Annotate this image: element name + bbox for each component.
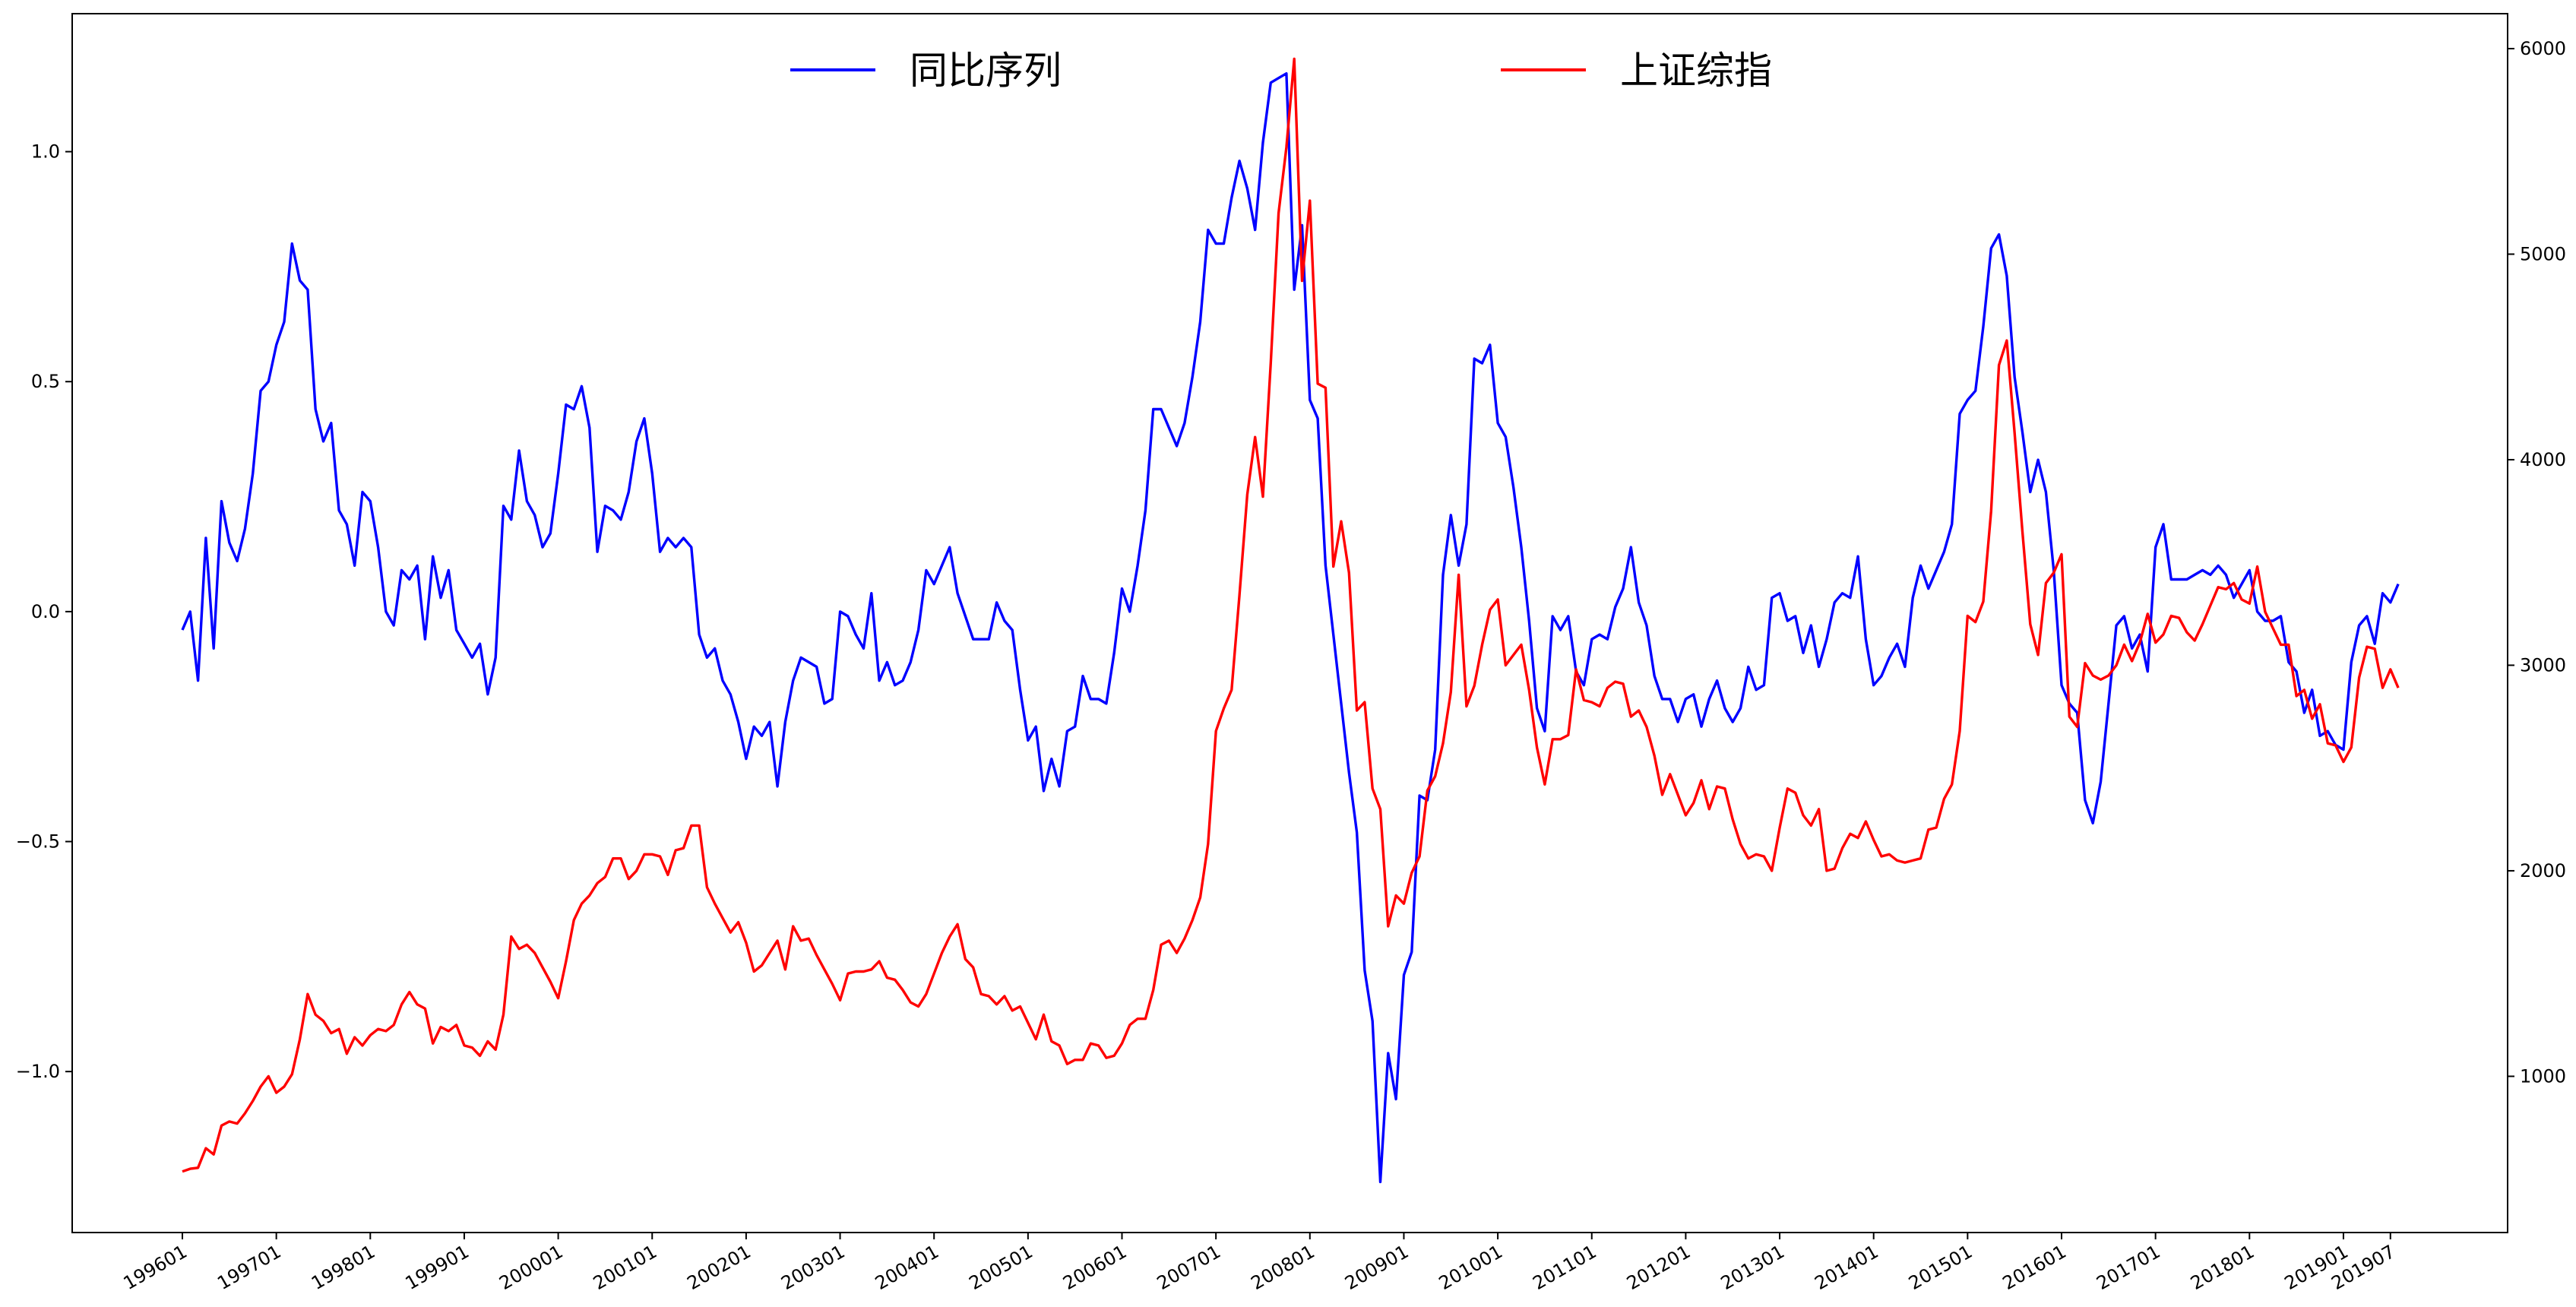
series-layer (181, 57, 2400, 1184)
left-tick-label: 0.0 (31, 601, 60, 622)
x-tick-label: 199901 (402, 1241, 473, 1294)
x-tick-label: 200501 (966, 1241, 1036, 1294)
x-tick-label: 200301 (777, 1241, 848, 1294)
x-tick-label: 200801 (1247, 1241, 1318, 1294)
x-tick-label: 201401 (1811, 1241, 1881, 1294)
left-tick-label: −0.5 (16, 831, 60, 853)
right-tick-label: 3000 (2520, 654, 2566, 676)
x-tick-label: 200401 (872, 1241, 942, 1294)
x-tick-label: 201101 (1529, 1241, 1600, 1294)
legend: 同比序列 上证综指 (790, 49, 1772, 93)
series-line-2 (182, 57, 2400, 1173)
left-tick-label: 1.0 (31, 141, 60, 163)
x-tick-label: 200001 (495, 1241, 566, 1294)
x-tick-label: 201201 (1623, 1241, 1694, 1294)
left-tick-label: −1.0 (16, 1061, 60, 1082)
right-tick-label: 6000 (2520, 38, 2566, 59)
x-tick-label: 199801 (308, 1241, 378, 1294)
x-tick-label: 200901 (1341, 1241, 1412, 1294)
x-tick-label: 201601 (1999, 1241, 2070, 1294)
x-tick-label: 201501 (1905, 1241, 1976, 1294)
left-y-axis: 1.0 0.5 0.0 −0.5 −1.0 (16, 141, 72, 1082)
right-tick-label: 5000 (2520, 243, 2566, 264)
legend-label-1: 同比序列 (910, 49, 1062, 93)
x-tick-label: 201701 (2093, 1241, 2163, 1294)
x-tick-label: 201001 (1435, 1241, 1506, 1294)
series-line-1 (181, 72, 2400, 1184)
x-axis: 199601 199701 199801 199901 200001 200101 2002… (120, 1233, 2399, 1294)
x-tick-label: 199701 (214, 1241, 284, 1294)
right-tick-label: 2000 (2520, 860, 2566, 881)
right-tick-label: 4000 (2520, 449, 2566, 470)
legend-label-2: 上证综指 (1620, 49, 1772, 93)
x-tick-label: 200201 (684, 1241, 755, 1294)
x-tick-label: 200101 (590, 1241, 660, 1294)
x-tick-label: 201301 (1717, 1241, 1788, 1294)
right-tick-label: 1000 (2520, 1065, 2566, 1087)
x-tick-label: 200601 (1059, 1241, 1130, 1294)
plot-frame (71, 13, 2508, 1233)
left-tick-label: 0.5 (31, 371, 60, 392)
right-y-axis: 1000 2000 3000 4000 5000 6000 (2508, 38, 2566, 1087)
x-tick-label: 201801 (2187, 1241, 2258, 1294)
x-tick-label: 200701 (1154, 1241, 1224, 1294)
x-tick-label: 199601 (120, 1241, 191, 1294)
